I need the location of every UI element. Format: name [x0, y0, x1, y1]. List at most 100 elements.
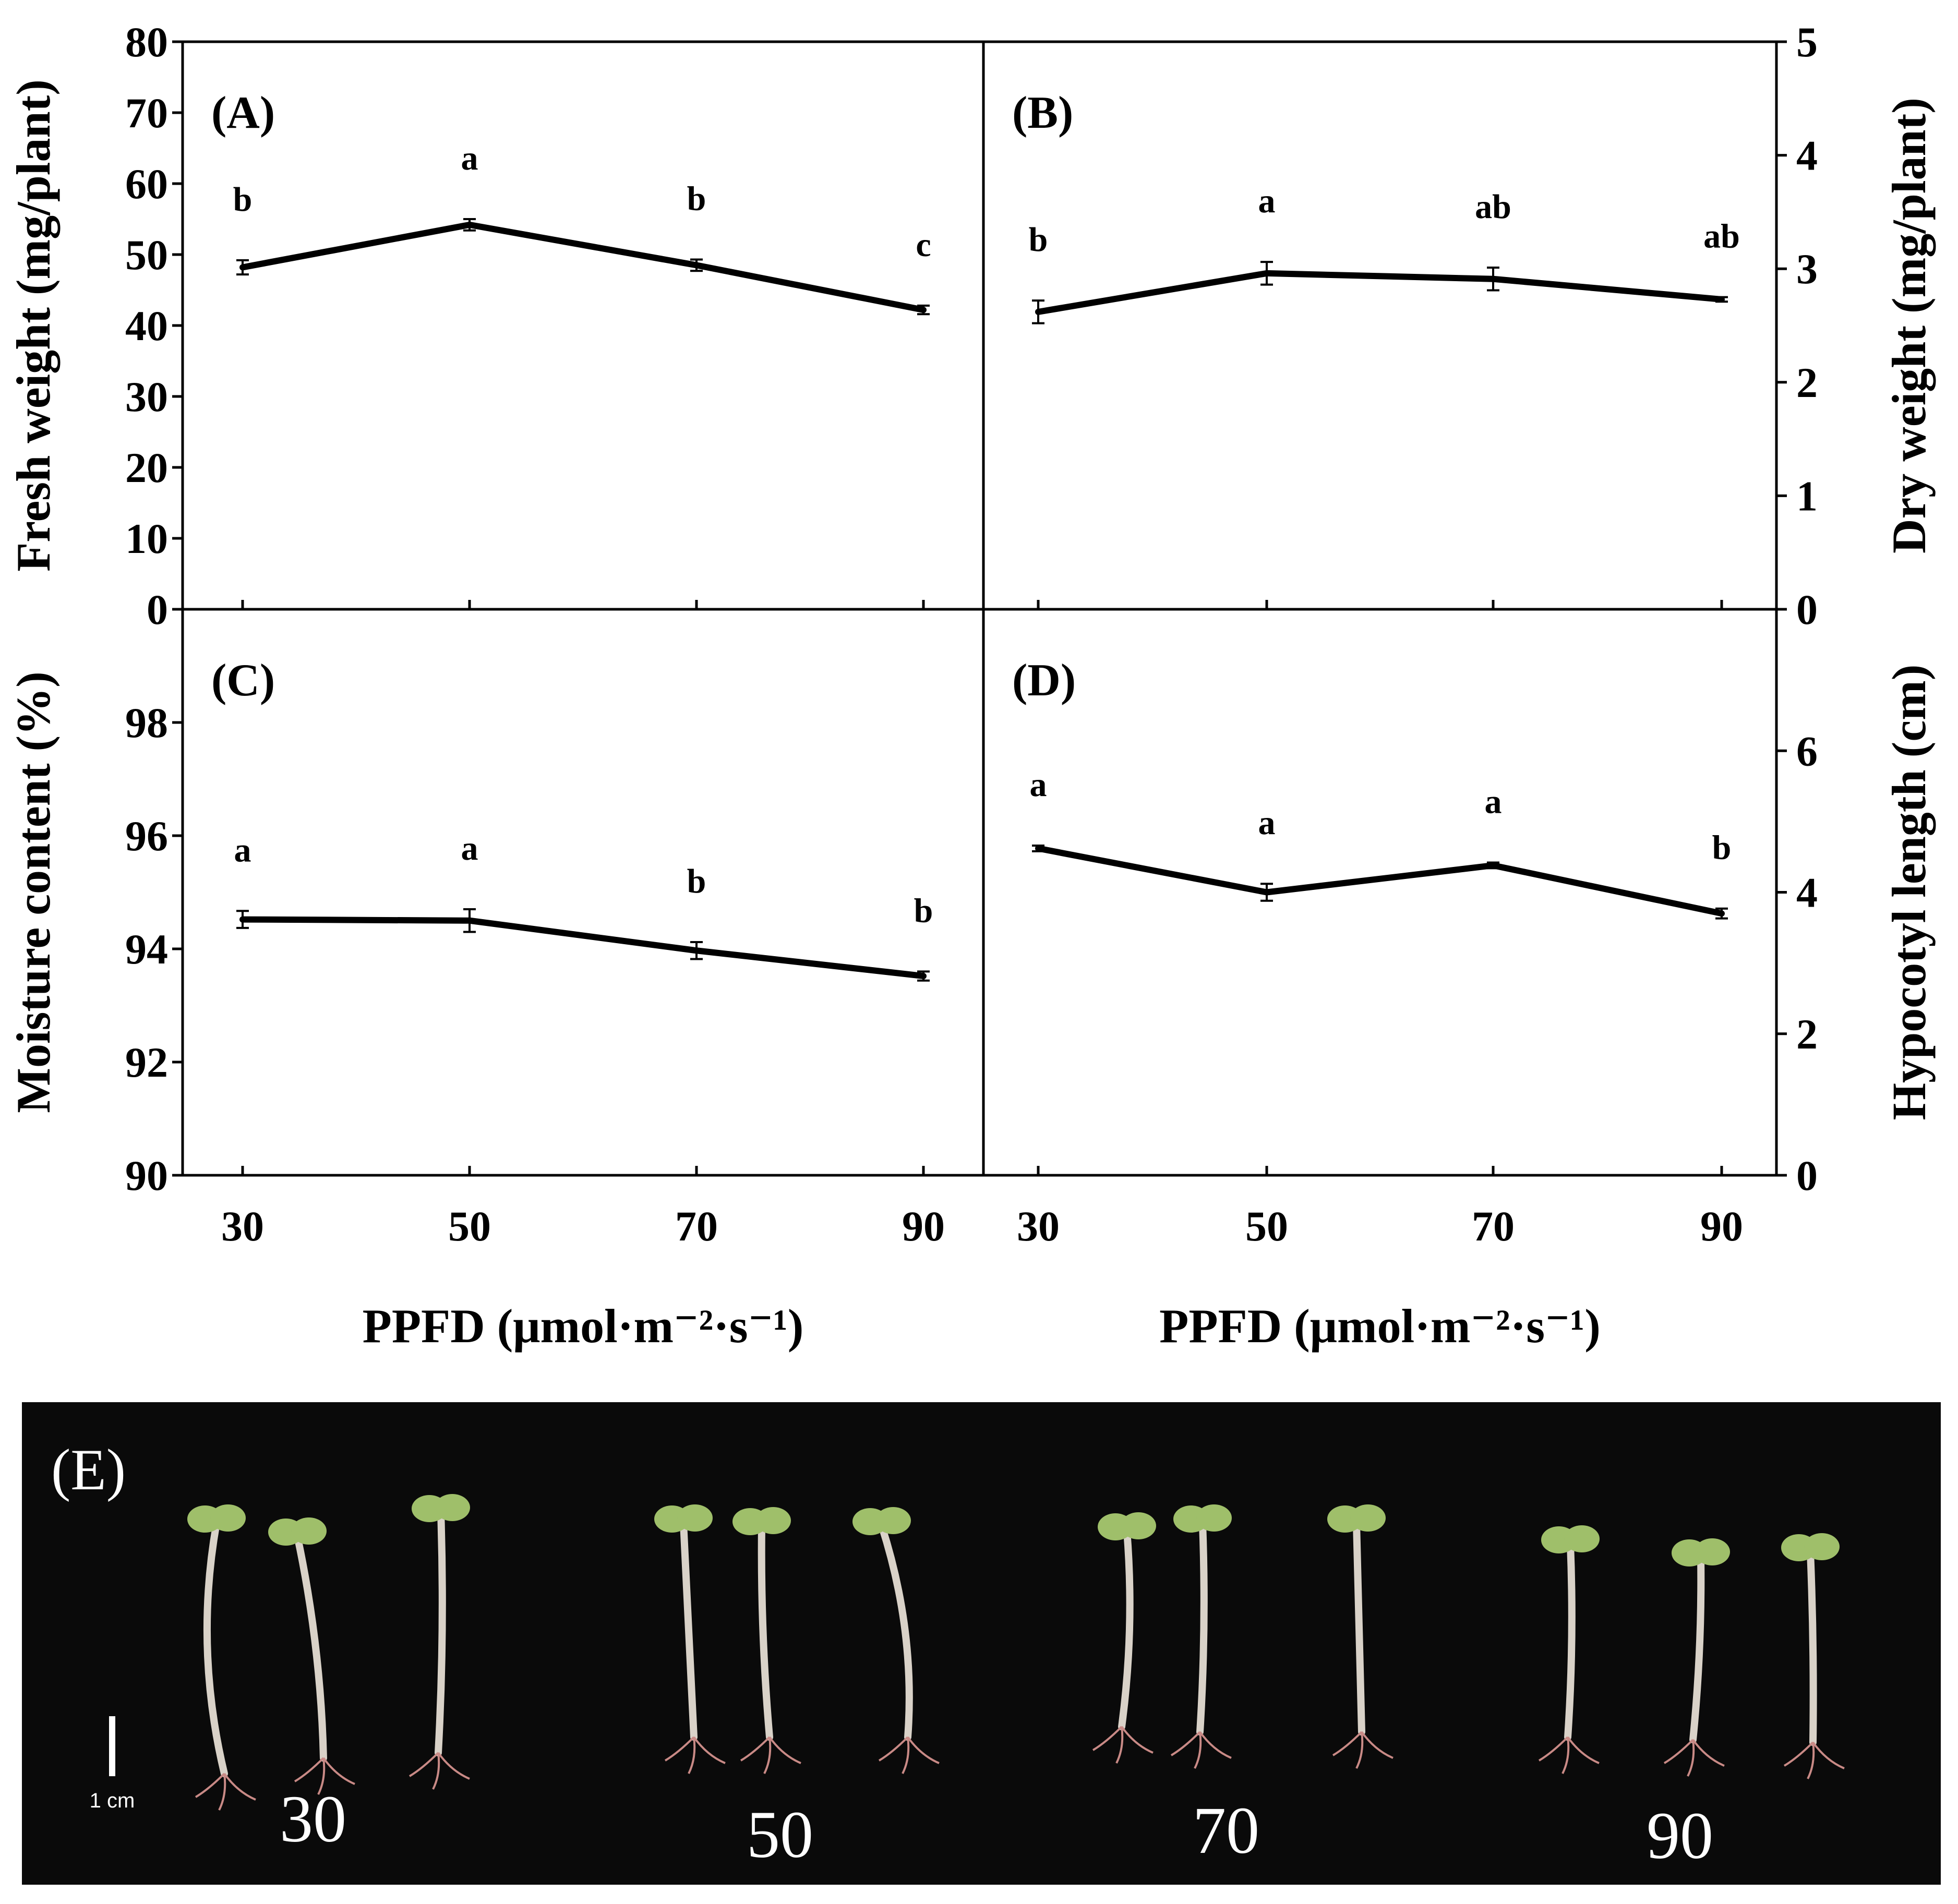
panel-a-series-line: [242, 221, 924, 313]
panel-c-xtick-label: 70: [675, 1202, 718, 1250]
seedling: [732, 1507, 801, 1774]
panel-a-point: [466, 221, 473, 228]
panel-c-significance-letter: b: [914, 891, 933, 930]
panel-c-xtick-label: 50: [448, 1202, 491, 1250]
seedling: [1663, 1538, 1730, 1777]
panel-a-ytick-label: 40: [125, 302, 168, 350]
panel-b-ytick-label: 5: [1796, 18, 1818, 66]
panel-b-significance-letter: ab: [1475, 188, 1511, 226]
panel-d-ylabel: Hypocotyl length (cm): [1882, 665, 1936, 1120]
panel-d-xtick-label: 50: [1245, 1202, 1288, 1250]
panel-d-ytick-label: 6: [1796, 727, 1818, 775]
panel-c-ytick-label: 94: [125, 925, 168, 973]
panel-d-ytick-label: 4: [1796, 869, 1818, 917]
panel-b-ylabel: Dry weight (mg/plant): [1882, 98, 1936, 553]
panel-c-ytick-label: 90: [125, 1152, 168, 1199]
panel-d: 0 2 4 6 Hypocotyl length (cm) (D) a a a b 30 50 70 90…: [1012, 655, 1936, 1353]
panel-b-point: [1264, 270, 1270, 276]
seedling: [1092, 1512, 1156, 1764]
panel-a-ytick-label: 80: [125, 18, 168, 66]
seedling: [654, 1504, 726, 1774]
panel-b-significance-letter: ab: [1703, 218, 1740, 256]
panel-a-ytick-label: 30: [125, 373, 168, 420]
panel-a: 0 10 20 30 40 50 60 70 80 Fresh weight (mg/plant)…: [7, 18, 931, 633]
seedling: [1781, 1533, 1845, 1779]
panel-d-xtick-label: 70: [1472, 1202, 1515, 1250]
panel-b-ytick-label: 1: [1796, 472, 1818, 520]
panel-a-point: [693, 262, 700, 269]
seedling: [409, 1494, 470, 1790]
panel-b-ytick-label: 0: [1796, 586, 1818, 633]
panel-b-ytick-label: 2: [1796, 359, 1818, 406]
panel-c-ytick-label: 96: [125, 812, 168, 860]
panel-b-point: [1490, 275, 1496, 282]
panel-c-significance-letter: a: [461, 829, 478, 867]
photo-group-label-70: 70: [1193, 1793, 1259, 1867]
panel-a-ylabel: Fresh weight (mg/plant): [7, 79, 60, 572]
panel-a-significance-letter: b: [687, 180, 706, 218]
panel-d-xtick-label: 30: [1017, 1202, 1060, 1250]
panel-b-series-line: [1038, 270, 1722, 315]
panel-a-ytick-label: 20: [125, 444, 168, 491]
panel-d-xlabel: PPFD (μmol·m⁻²·s⁻¹): [1159, 1299, 1601, 1353]
panel-c-ytick-label: 98: [125, 699, 168, 746]
panel-d-point: [1035, 845, 1041, 852]
photo-group-label-30: 30: [280, 1782, 346, 1856]
panel-c-xtick-label: 90: [902, 1202, 945, 1250]
panel-c-series-line: [242, 916, 924, 980]
seedling: [1327, 1504, 1394, 1769]
panel-d-significance-letter: a: [1030, 766, 1047, 804]
seedling: [1538, 1525, 1600, 1774]
panel-c-xlabel: PPFD (μmol·m⁻²·s⁻¹): [363, 1299, 804, 1353]
panel-b-ytick-label: 4: [1796, 132, 1818, 179]
seedling-photo-panel: (E) 1 cm 30 50 70 90: [22, 1402, 1941, 1885]
panel-a-significance-letter: c: [916, 226, 931, 264]
panel-a-point: [920, 307, 927, 314]
seedling: [187, 1504, 256, 1811]
panel-b: 0 1 2 3 4 5 Dry weight (mg/plant) (B) b a ab ab: [1012, 18, 1936, 633]
seedling: [268, 1517, 355, 1795]
panel-b-significance-letter: b: [1029, 221, 1048, 259]
panel-d-xtick-label: 90: [1700, 1202, 1743, 1250]
panel-b-label: (B): [1012, 88, 1073, 138]
panel-a-significance-letter: a: [461, 139, 478, 177]
panel-d-ytick-label: 0: [1796, 1152, 1818, 1199]
panel-c-ylabel: Moisture content (%): [7, 671, 60, 1113]
panel-d-point: [1264, 889, 1270, 896]
panel-a-ytick-label: 60: [125, 160, 168, 208]
panel-c-label: (C): [211, 655, 275, 706]
scale-bar-label: 1 cm: [90, 1789, 135, 1812]
panel-b-point: [1035, 308, 1041, 315]
panel-c-point: [693, 947, 700, 954]
panel-c-point: [466, 917, 473, 924]
panel-d-significance-letter: a: [1485, 783, 1502, 821]
panel-c-significance-letter: a: [234, 831, 251, 869]
seedlings: [187, 1494, 1845, 1811]
panel-d-significance-letter: b: [1712, 829, 1732, 867]
panel-c-significance-letter: b: [687, 862, 706, 900]
panel-b-point: [1719, 296, 1725, 303]
panel-a-ytick-label: 0: [147, 586, 168, 633]
panel-d-label: (D): [1012, 655, 1076, 706]
panel-d-significance-letter: a: [1258, 804, 1276, 842]
panel-d-point: [1490, 862, 1496, 869]
panel-c: 90 92 94 96 98 Moisture content (%) (C) a a b b 30 5…: [7, 655, 945, 1353]
photo-panel-label: (E): [51, 1438, 126, 1502]
panel-c-xtick-label: 30: [221, 1202, 264, 1250]
panel-a-point: [239, 264, 246, 271]
panel-a-ytick-label: 10: [125, 515, 168, 562]
panel-a-ytick-label: 70: [125, 89, 168, 137]
panel-c-ytick-label: 92: [125, 1039, 168, 1086]
photo-group-label-50: 50: [747, 1798, 813, 1872]
panel-b-significance-letter: a: [1258, 182, 1276, 220]
photo-group-label-90: 90: [1647, 1799, 1713, 1873]
panel-b-ytick-label: 3: [1796, 245, 1818, 293]
panel-c-point: [920, 973, 927, 980]
panel-d-ytick-label: 2: [1796, 1010, 1818, 1058]
panel-d-point: [1719, 910, 1725, 917]
panel-a-label: (A): [211, 88, 275, 138]
panel-a-ytick-label: 50: [125, 231, 168, 279]
panel-c-point: [239, 916, 246, 923]
